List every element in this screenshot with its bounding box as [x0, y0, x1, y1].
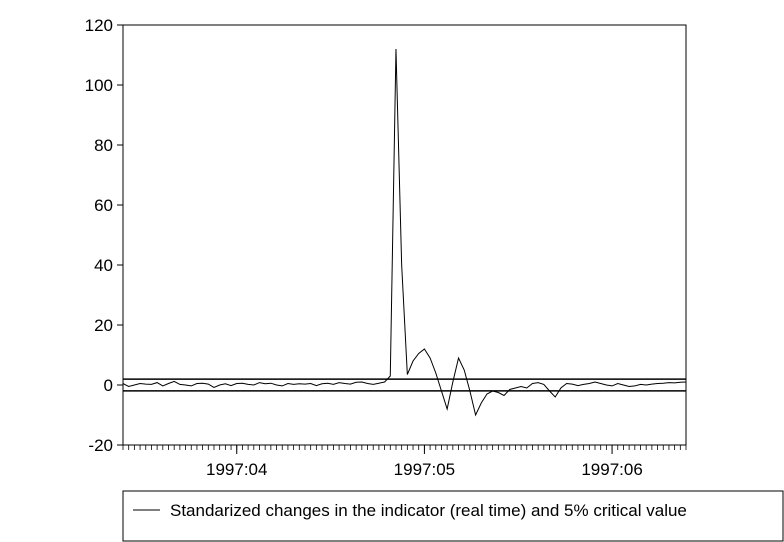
y-tick-label: 20	[94, 316, 113, 335]
y-tick-label: 80	[94, 136, 113, 155]
legend-label: Standarized changes in the indicator (re…	[170, 501, 687, 520]
x-tick-label: 1997:06	[581, 460, 642, 479]
y-tick-label: 120	[85, 16, 113, 35]
legend: Standarized changes in the indicator (re…	[122, 490, 784, 542]
y-tick-label: 100	[85, 76, 113, 95]
y-axis: -20 0 20 40 60 80 100 120	[85, 16, 123, 455]
critical-value-lines	[123, 378, 686, 392]
y-tick-label: 60	[94, 196, 113, 215]
series-line	[122, 48, 687, 417]
plot-frame	[122, 24, 687, 446]
y-tick-label: 0	[104, 376, 113, 395]
x-axis: 1997:04 1997:05 1997:06	[122, 445, 687, 479]
y-tick-label: 40	[94, 256, 113, 275]
x-tick-label: 1997:05	[394, 460, 455, 479]
y-tick-label: -20	[88, 436, 113, 455]
x-tick-label: 1997:04	[206, 460, 267, 479]
legend-box	[122, 490, 784, 542]
